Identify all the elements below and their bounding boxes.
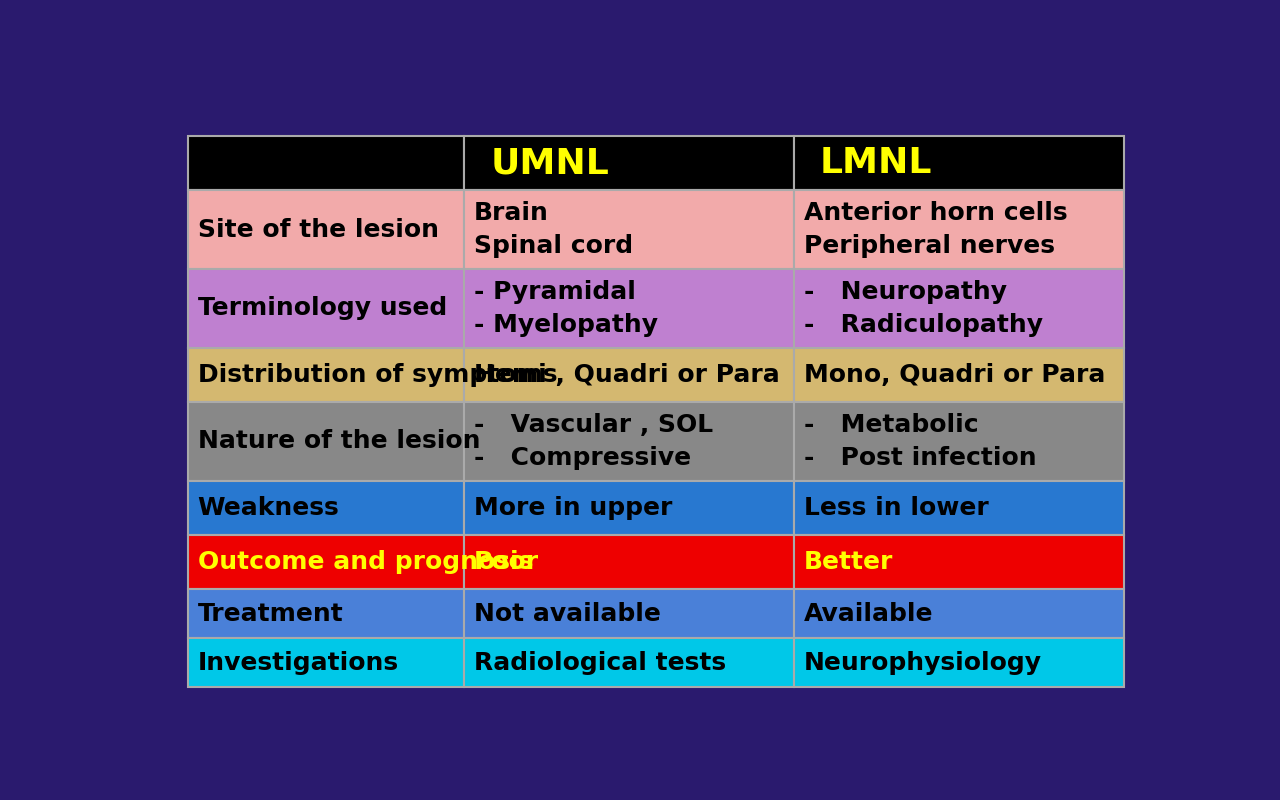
Text: Neurophysiology: Neurophysiology: [804, 650, 1042, 674]
Text: Hemi , Quadri or Para: Hemi , Quadri or Para: [474, 362, 780, 386]
Bar: [188, 402, 465, 481]
Text: - Pyramidal
- Myelopathy: - Pyramidal - Myelopathy: [474, 280, 658, 337]
Text: Brain
Spinal cord: Brain Spinal cord: [474, 202, 634, 258]
Bar: [188, 348, 465, 402]
Text: Outcome and prognosis: Outcome and prognosis: [197, 550, 532, 574]
Text: -   Neuropathy
-   Radiculopathy: - Neuropathy - Radiculopathy: [804, 280, 1043, 337]
Text: Not available: Not available: [474, 602, 660, 626]
Bar: [794, 481, 1124, 534]
Bar: [188, 589, 465, 638]
Bar: [465, 481, 794, 534]
Text: -   Metabolic
-   Post infection: - Metabolic - Post infection: [804, 413, 1037, 470]
Bar: [188, 481, 465, 534]
Bar: [794, 190, 1124, 269]
Bar: [188, 638, 465, 687]
Text: Mono, Quadri or Para: Mono, Quadri or Para: [804, 362, 1105, 386]
Bar: [794, 402, 1124, 481]
Text: Nature of the lesion: Nature of the lesion: [197, 430, 480, 454]
Text: Distribution of symptoms: Distribution of symptoms: [197, 362, 557, 386]
Bar: [188, 190, 465, 269]
Bar: [465, 190, 794, 269]
Bar: [188, 269, 465, 348]
Bar: [794, 136, 1124, 190]
Text: More in upper: More in upper: [474, 496, 672, 520]
Text: Better: Better: [804, 550, 893, 574]
Text: Less in lower: Less in lower: [804, 496, 988, 520]
Bar: [465, 348, 794, 402]
Text: Treatment: Treatment: [197, 602, 343, 626]
Text: Investigations: Investigations: [197, 650, 399, 674]
Text: UMNL: UMNL: [490, 146, 609, 180]
Bar: [465, 534, 794, 589]
Bar: [465, 402, 794, 481]
Bar: [465, 638, 794, 687]
Text: LMNL: LMNL: [820, 146, 932, 180]
Text: -   Vascular , SOL
-   Compressive: - Vascular , SOL - Compressive: [474, 413, 713, 470]
Bar: [794, 348, 1124, 402]
Bar: [794, 269, 1124, 348]
Text: Radiological tests: Radiological tests: [474, 650, 726, 674]
Text: Weakness: Weakness: [197, 496, 339, 520]
Text: Terminology used: Terminology used: [197, 296, 447, 320]
Bar: [188, 534, 465, 589]
Bar: [465, 269, 794, 348]
Bar: [794, 589, 1124, 638]
Bar: [794, 638, 1124, 687]
Bar: [465, 589, 794, 638]
Text: Available: Available: [804, 602, 933, 626]
Text: Poor: Poor: [474, 550, 539, 574]
Text: Anterior horn cells
Peripheral nerves: Anterior horn cells Peripheral nerves: [804, 202, 1068, 258]
Bar: [794, 534, 1124, 589]
Bar: [188, 136, 465, 190]
Text: Site of the lesion: Site of the lesion: [197, 218, 439, 242]
Bar: [465, 136, 794, 190]
